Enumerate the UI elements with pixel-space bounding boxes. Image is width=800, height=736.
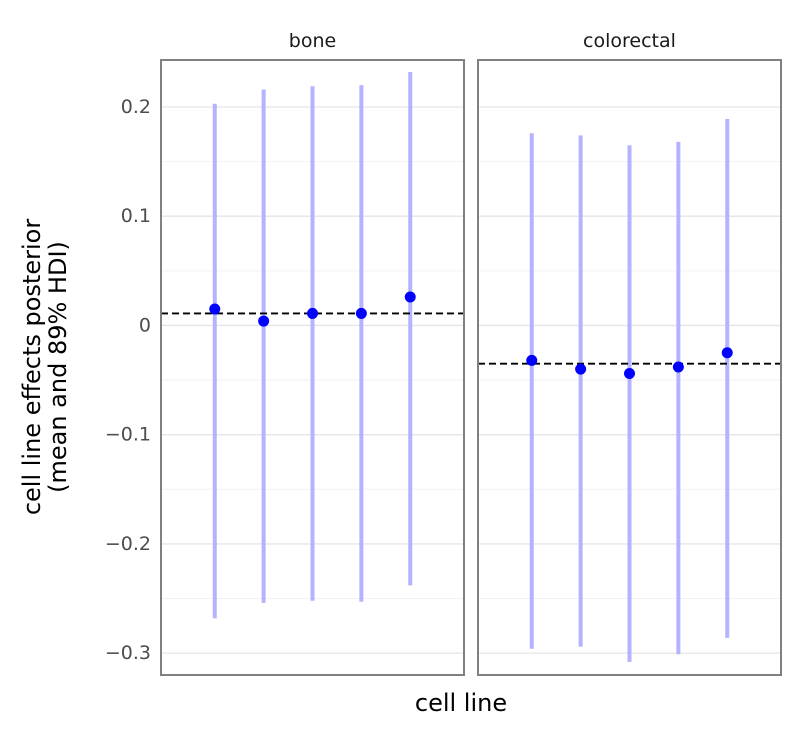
- y-tick-label: −0.3: [105, 642, 151, 664]
- x-axis-title: cell line: [415, 689, 507, 717]
- mean-point: [526, 354, 538, 366]
- y-axis-title-text: cell line effects posterior(mean and 89%…: [18, 219, 72, 515]
- y-tick-label: 0.2: [121, 96, 151, 118]
- y-axis-title: cell line effects posterior(mean and 89%…: [18, 219, 72, 515]
- y-axis-title-line: (mean and 89% HDI): [44, 241, 72, 493]
- panel-border: [160, 59, 465, 676]
- mean-point: [404, 291, 416, 303]
- panel-border: [477, 59, 782, 676]
- mean-point: [258, 315, 270, 327]
- facet-panels: bone colorectal: [160, 30, 782, 676]
- mean-point: [624, 368, 635, 380]
- y-tick-label: −0.2: [105, 533, 151, 555]
- mean-point: [721, 347, 733, 359]
- mean-point: [307, 307, 318, 319]
- facet-panel-bone: bone: [160, 30, 465, 676]
- mean-point: [672, 361, 684, 373]
- facet-label: colorectal: [583, 30, 676, 52]
- mean-point: [355, 307, 367, 319]
- y-tick-label: −0.1: [105, 424, 151, 446]
- facet-label: bone: [289, 30, 336, 52]
- mean-point: [575, 363, 587, 375]
- facet-panel-colorectal: colorectal: [477, 30, 782, 676]
- y-axis-ticks: 0.2 0.1 0 −0.1 −0.2 −0.3: [105, 96, 151, 664]
- y-axis-title-line: cell line effects posterior: [18, 219, 46, 515]
- mean-point: [209, 303, 221, 315]
- y-tick-label: 0: [139, 314, 151, 336]
- y-tick-label: 0.1: [121, 205, 151, 227]
